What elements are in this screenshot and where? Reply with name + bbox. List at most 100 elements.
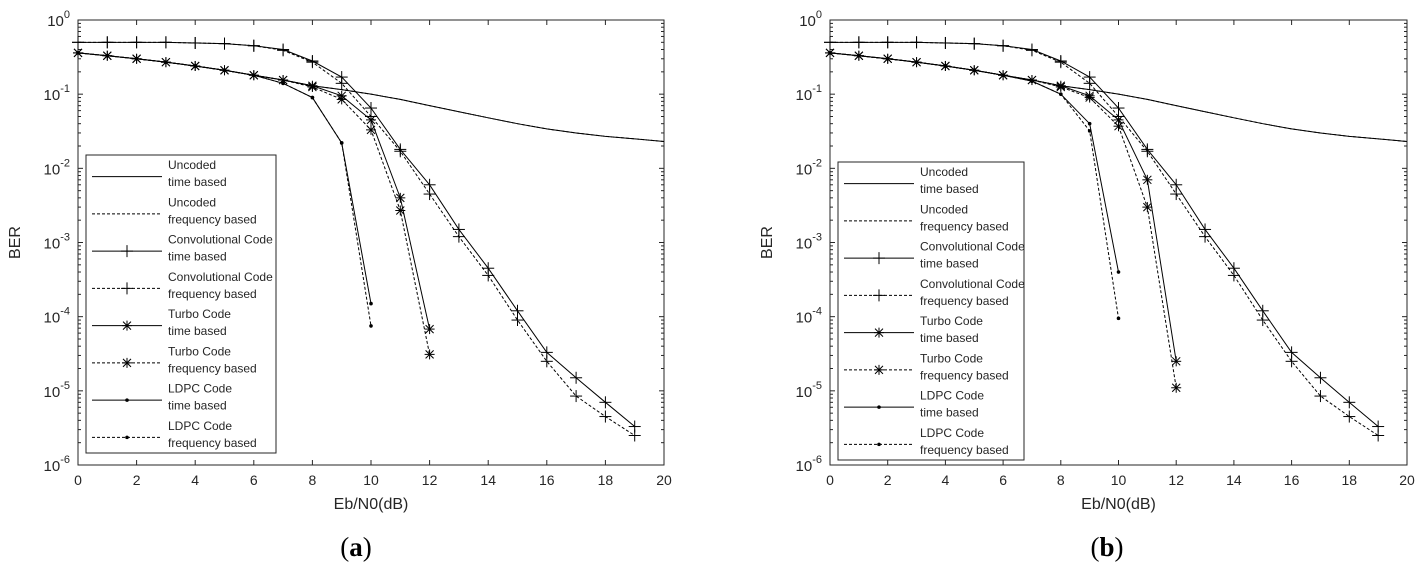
panel-b-legend-label-6-line2: time based (920, 406, 979, 420)
panel-a-legend-label-1-line2: frequency based (168, 212, 257, 226)
panel-b-series-5-point-12-d2 (1171, 383, 1181, 393)
panel-b-xtick-label: 12 (1168, 472, 1184, 488)
panel-b-series-7 (828, 51, 1121, 321)
panel-a-xtick-label: 2 (133, 472, 141, 488)
panel-b: 0 2 4 6 8 10 12 14 16 18 20 100 10-1 10-2 10-3 10-4 10-5… (759, 9, 1415, 562)
panel-b-series-7-point-8-dot (1059, 92, 1063, 96)
panel-a-ytick-exponent: -1 (60, 83, 70, 95)
panel-b-series-7-point-1-dot (857, 53, 861, 58)
panel-a-ytick-exponent: -6 (60, 454, 70, 466)
panel-b-legend-label-4: Turbo Code (920, 314, 983, 328)
panel-a-legend-label-6-line2: time based (168, 399, 227, 413)
panel-b-ytick-label: 10-6 (796, 454, 822, 475)
panel-a-ytick-exponent: -3 (60, 232, 70, 244)
panel-a-series-line-1 (77, 52, 665, 143)
panel-b-xtick-label: 14 (1226, 472, 1242, 488)
panel-b-legend-label-2-line2: time based (920, 257, 979, 271)
panel-b-caption: (b) (1090, 532, 1123, 562)
panel-b-ytick-label: 10-2 (796, 157, 822, 178)
panel-b-series-5-point-11-d2 (1142, 202, 1152, 212)
panel-a-legend-label-2: Convolutional Code (168, 233, 273, 247)
panel-a-legend-marker-5-d2 (122, 358, 132, 368)
panel-a-series-5-point-11-d2 (395, 206, 405, 215)
panel-b-xtick-label: 4 (942, 472, 950, 488)
panel-a-legend-label-5: Turbo Code (168, 344, 231, 358)
panel-a-series-7-point-8-dot (310, 95, 315, 100)
panel-b-xlabel: Eb/N0(dB) (1081, 496, 1156, 513)
panel-a-legend-marker-7-dot (125, 435, 129, 440)
panel-a-xtick-label: 0 (74, 472, 82, 488)
panel-a-ytick-label: 10-3 (44, 232, 70, 253)
panel-b-legend-label-0: Uncoded (920, 165, 968, 179)
panel-b-series-7-point-0-dot (828, 51, 832, 55)
panel-a-ytick-exponent: -5 (60, 380, 70, 392)
panel-b-series-7-point-2-dot (885, 56, 890, 61)
panel-b-series-7-point-5-dot (972, 68, 977, 73)
panel-a-series-5-point-8-d2 (308, 82, 317, 92)
panel-b-xtick-label: 20 (1399, 472, 1415, 488)
panel-a-legend-label-4: Turbo Code (168, 307, 231, 321)
panel-a-caption: (a) (340, 532, 372, 562)
panel-b-series-4-point-10-d2 (1114, 115, 1123, 125)
panel-b-ytick-label: 10-4 (796, 306, 822, 327)
panel-b-legend-label-5: Turbo Code (920, 351, 983, 365)
panel-b-legend-label-6: LDPC Code (920, 389, 984, 403)
panel-b-series-7-point-4-dot (943, 64, 948, 68)
panel-a-series-5-point-10-d2 (366, 125, 376, 135)
panel-b-series-6-point-9-dot (1087, 121, 1092, 126)
panel-a-ytick-label: 10-1 (44, 83, 70, 104)
panel-b-ytick-exponent: -2 (812, 157, 822, 169)
panel-a-ytick-exponent: -4 (60, 306, 70, 318)
panel-b-series-7-point-7-dot (1030, 79, 1034, 83)
panel-a-legend-label-1: Uncoded (168, 195, 216, 209)
panel-a-legend: Uncoded time based Uncoded frequency based C… (85, 154, 277, 454)
panel-a-series-5-point-12-d2 (425, 350, 434, 359)
panel-a-legend-label-7-line2: frequency based (168, 436, 257, 450)
panel-a-xtick-label: 16 (539, 472, 555, 488)
panel-a-legend-label-0: Uncoded (168, 158, 216, 172)
panel-b-legend-label-0-line2: time based (920, 182, 979, 196)
panel-b-ytick-exponent: -1 (812, 83, 822, 95)
panel-a-ytick-label: 10-6 (44, 454, 70, 475)
panel-a-legend-marker-6-dot (125, 398, 129, 402)
panel-a-xlabel: Eb/N0(dB) (334, 496, 409, 513)
panel-b-caption-letter: b (1099, 532, 1114, 562)
panel-b-series-5-point-9-d2 (1085, 93, 1095, 102)
panel-a-ytick-label: 10-5 (44, 380, 70, 401)
panel-a-series-7-point-3-dot (164, 60, 168, 64)
panel-a-ytick-exponent: -2 (60, 157, 70, 169)
panel-a-xtick-label: 18 (598, 472, 614, 488)
panel-a-series-4-point-11-d2 (395, 193, 405, 203)
panel-a-xtick-label: 12 (422, 472, 438, 488)
panel-a-xtick-label: 14 (480, 472, 496, 488)
panel-b-legend-label-2: Convolutional Code (920, 240, 1025, 254)
panel-a-legend-label-6: LDPC Code (168, 382, 232, 396)
panel-b-legend-label-1-line2: frequency based (920, 219, 1009, 233)
panel-a-series-7-point-4-dot (193, 64, 197, 68)
panel-b-legend-marker-7-dot (877, 442, 881, 447)
panel-a-legend-label-3-line2: frequency based (168, 287, 257, 301)
panel-a-series-6-point-10-dot (369, 301, 373, 306)
panel-a-xtick-label: 8 (309, 472, 317, 488)
panel-b-series-7-point-10-dot (1116, 316, 1121, 321)
panel-a-legend-label-7: LDPC Code (168, 419, 232, 433)
panel-b-xtick-label: 2 (884, 472, 892, 488)
panel-a-ylabel: BER (7, 226, 24, 259)
panel-a-ytick-label: 10-2 (44, 157, 70, 178)
panel-b-legend: Uncoded time based Uncoded frequency based C… (837, 161, 1025, 461)
panel-a-series-4-point-12-d2 (425, 324, 434, 334)
panel-a-caption-letter: a (349, 532, 363, 562)
panel-a-caption-open: ( (340, 532, 349, 562)
panel-b-ytick-label: 100 (799, 9, 822, 30)
panel-b-series-4-point-11-d2 (1142, 175, 1152, 185)
panel-b-series-7-point-3-dot (914, 60, 919, 64)
panel-b-xtick-label: 16 (1284, 472, 1300, 488)
panel-a-series-7-point-10-dot (369, 324, 373, 328)
panel-b-legend-marker-6-dot (877, 405, 881, 409)
panel-b-series-7-point-9-dot (1087, 129, 1092, 133)
panel-b-legend-marker-4-d2 (874, 328, 884, 337)
panel-b-legend-label-5-line2: frequency based (920, 368, 1009, 382)
panel-a-xtick-label: 6 (250, 472, 258, 488)
